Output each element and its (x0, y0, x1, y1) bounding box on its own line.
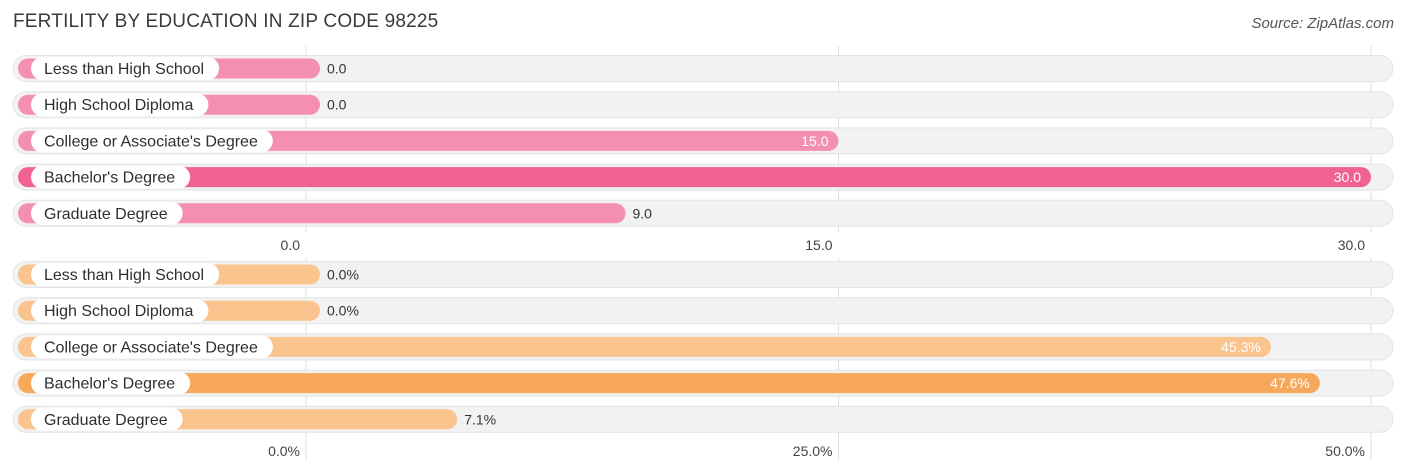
x-tick-label-1-2: 30.0 (1338, 237, 1365, 253)
row-background-less-than-high-school (12, 261, 1394, 288)
label-chip-college-or-associate-s-degree (31, 335, 273, 359)
category-label-less-than-high-school: Less than High School (44, 61, 204, 78)
x-tick-label-2-1: 25.0% (793, 443, 833, 459)
category-label-college-or-associate-s-degree: College or Associate's Degree (44, 133, 258, 150)
category-label-high-school-diploma: High School Diploma (44, 97, 194, 114)
label-chip-college-or-associate-s-degree (31, 129, 273, 153)
category-label-bachelor-s-degree: Bachelor's Degree (44, 376, 175, 393)
category-label-college-or-associate-s-degree: College or Associate's Degree (44, 339, 258, 356)
label-chip-bachelor-s-degree (31, 371, 191, 395)
value-label-college-or-associate-s-degree: 45.3% (1221, 339, 1261, 355)
category-label-high-school-diploma: High School Diploma (44, 303, 194, 320)
value-label-bachelor-s-degree: 30.0 (1334, 169, 1361, 185)
chart-title: FERTILITY BY EDUCATION IN ZIP CODE 98225 (13, 11, 439, 32)
label-chip-bachelor-s-degree (31, 165, 191, 189)
value-label-graduate-degree: 9.0 (633, 205, 653, 221)
value-label-college-or-associate-s-degree: 15.0 (801, 133, 828, 149)
chart-source: Source: ZipAtlas.com (1251, 15, 1394, 32)
value-label-less-than-high-school: 0.0% (327, 267, 359, 283)
label-chip-graduate-degree (31, 201, 183, 225)
row-background-less-than-high-school (12, 55, 1394, 82)
category-label-graduate-degree: Graduate Degree (44, 206, 168, 223)
bar-bachelor-s-degree (18, 167, 1371, 188)
value-label-graduate-degree: 7.1% (464, 411, 496, 427)
bar-college-or-associate-s-degree (18, 336, 1271, 357)
value-label-bachelor-s-degree: 47.6% (1270, 375, 1310, 391)
label-chip-less-than-high-school (31, 57, 220, 80)
label-chip-graduate-degree (31, 407, 183, 431)
label-chip-high-school-diploma (31, 299, 209, 323)
value-label-high-school-diploma: 0.0 (327, 97, 347, 113)
x-tick-label-1-1: 15.0 (805, 237, 832, 253)
category-label-less-than-high-school: Less than High School (44, 267, 204, 284)
row-background-high-school-diploma (12, 297, 1394, 325)
value-label-high-school-diploma: 0.0% (327, 303, 359, 319)
bar-bachelor-s-degree (18, 373, 1320, 394)
category-label-bachelor-s-degree: Bachelor's Degree (44, 170, 175, 187)
x-tick-label-2-2: 50.0% (1325, 443, 1365, 459)
value-label-less-than-high-school: 0.0 (327, 61, 347, 77)
x-tick-label-1-0: 0.0 (281, 237, 301, 253)
label-chip-high-school-diploma (31, 93, 209, 117)
label-chip-less-than-high-school (31, 263, 220, 286)
x-tick-label-2-0: 0.0% (268, 443, 300, 459)
category-label-graduate-degree: Graduate Degree (44, 412, 168, 429)
row-background-high-school-diploma (12, 91, 1394, 119)
